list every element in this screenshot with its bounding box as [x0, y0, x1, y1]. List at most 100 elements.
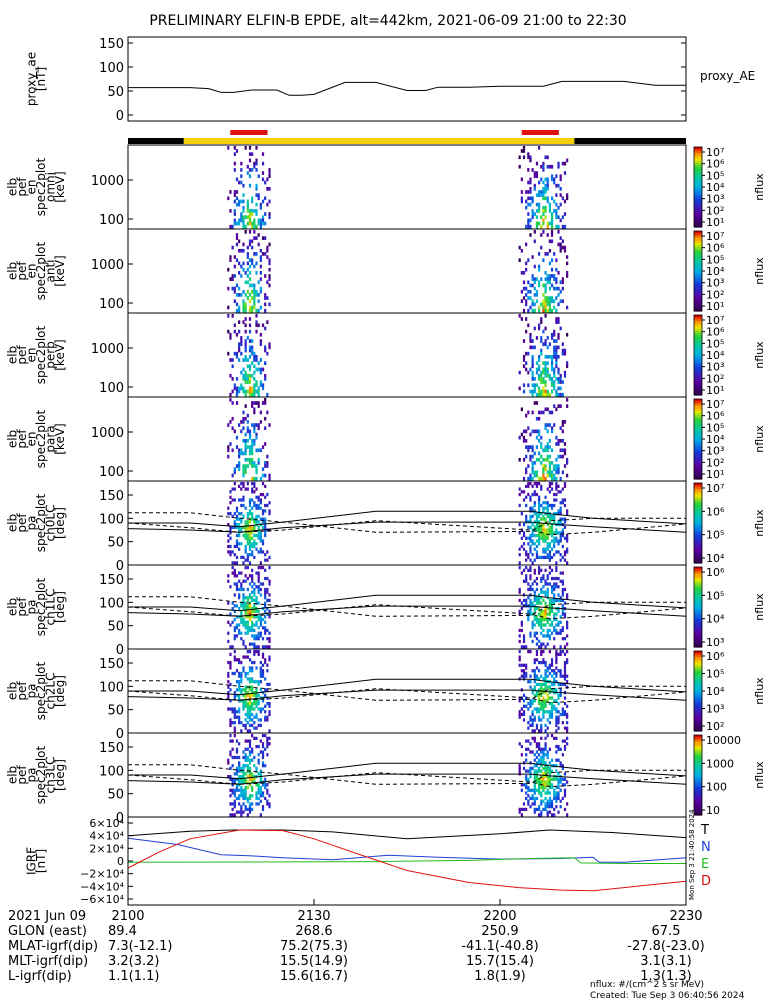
spectrogram-pixel — [248, 696, 252, 700]
spectrogram-pixel — [533, 473, 536, 478]
spectrogram-pixel — [527, 788, 530, 792]
spectrogram-pixel — [542, 799, 545, 803]
spectrogram-pixel — [563, 645, 567, 649]
spectrogram-pixel — [553, 593, 556, 597]
spectrogram-pixel — [555, 531, 558, 535]
spectrogram-pixel — [248, 593, 252, 597]
spectrogram-pixel — [246, 245, 249, 250]
spectrogram-pixel — [238, 579, 241, 583]
spectrogram-pixel — [533, 542, 536, 546]
spectrogram-pixel — [240, 274, 243, 278]
y-axis-label: pa — [24, 684, 38, 699]
spectrogram-pixel — [244, 723, 247, 728]
spectrogram-pixel — [246, 553, 249, 557]
colorbar-segment — [694, 393, 702, 396]
spectrogram-pixel — [257, 361, 260, 365]
spectrogram-pixel — [542, 598, 545, 603]
spectrogram-pixel — [542, 205, 545, 210]
spectrogram-pixel — [557, 370, 560, 375]
spectrogram-pixel — [255, 487, 258, 491]
spectrogram-pixel — [264, 236, 267, 240]
colorbar-segment — [694, 147, 702, 150]
spectrogram-pixel — [555, 576, 558, 581]
spectrogram-pixel — [238, 345, 241, 350]
spectrogram-pixel — [550, 364, 554, 369]
colorbar-segment — [694, 409, 702, 412]
spectrogram-pixel — [266, 669, 269, 673]
spectrogram-pixel — [520, 528, 523, 532]
colorbar-segment — [694, 441, 702, 444]
spectrogram-pixel — [553, 626, 556, 630]
colorbar-segment — [694, 295, 702, 298]
spectrogram-pixel — [538, 531, 541, 535]
spectrogram-pixel — [546, 666, 549, 670]
colorbar-segment — [694, 425, 702, 428]
spectrogram-pixel — [522, 637, 526, 641]
spectrogram-pixel — [266, 351, 269, 356]
spectrogram-pixel — [544, 423, 547, 427]
colorbar-segment — [694, 623, 702, 626]
spectrogram-pixel — [264, 473, 267, 478]
spectrogram-pixel — [229, 512, 232, 516]
spectrogram-pixel — [229, 398, 232, 402]
spectrogram-pixel — [538, 386, 541, 391]
x-tick-label: 2100 — [111, 909, 144, 924]
spectrogram-pixel — [555, 710, 558, 714]
spectrogram-pixel — [535, 780, 539, 784]
colorbar-segment — [694, 417, 702, 420]
colorbar-segment — [694, 385, 702, 388]
colorbar-segment — [694, 427, 702, 430]
spectrogram-pixel — [533, 623, 536, 627]
y-tick-label: 1000 — [91, 258, 124, 273]
spectrogram-pixel — [548, 261, 551, 266]
spectrogram-pixel — [555, 193, 558, 197]
spectrogram-pixel — [531, 766, 534, 771]
colorbar-segment — [694, 527, 702, 530]
spectrogram-pixel — [544, 796, 547, 801]
spectrogram-pixel — [248, 772, 252, 776]
spectrogram-pixel — [550, 528, 554, 532]
spectrogram-pixel — [248, 596, 252, 600]
spectrogram-pixel — [518, 810, 521, 814]
spectrogram-pixel — [525, 566, 528, 570]
spectrogram-pixel — [268, 712, 271, 717]
y-tick-label: 0 — [116, 643, 124, 658]
footer-value: 15.5(14.9) — [280, 954, 348, 969]
spectrogram-pixel — [553, 544, 556, 549]
spectrogram-pixel — [544, 785, 547, 790]
spectrogram-pixel — [535, 550, 539, 554]
spectrogram-pixel — [257, 652, 260, 656]
footer-date: 2021 Jun 09 — [8, 909, 86, 924]
spectrogram-pixel — [527, 258, 530, 263]
spectrogram-pixel — [229, 190, 232, 194]
colorbar-segment — [694, 657, 702, 660]
spectrogram-pixel — [244, 358, 247, 362]
spectrogram-pixel — [540, 642, 543, 646]
spectrogram-pixel — [531, 710, 534, 714]
spectrogram-pixel — [238, 788, 241, 792]
spectrogram-pixel — [233, 286, 236, 291]
spectrogram-pixel — [553, 512, 556, 516]
spectrogram-pixel — [229, 490, 232, 494]
spectrogram-pixel — [540, 164, 543, 169]
spectrogram-pixel — [553, 177, 556, 182]
spectrogram-pixel — [538, 718, 541, 722]
colorbar-segment — [694, 739, 702, 742]
spectrogram-pixel — [559, 693, 562, 697]
spectrogram-pixel — [259, 258, 262, 263]
spectrogram-pixel — [520, 512, 523, 516]
spectrogram-pixel — [527, 202, 530, 207]
spectrogram-pixel — [244, 620, 247, 624]
spectrogram-pixel — [555, 339, 558, 343]
spectrogram-pixel — [563, 701, 567, 706]
spectrogram-pixel — [240, 617, 243, 622]
spectrogram-pixel — [555, 658, 558, 662]
spectrogram-pixel — [259, 788, 262, 792]
spectrogram-pixel — [529, 187, 532, 191]
spectrogram-pixel — [246, 164, 249, 169]
spectrogram-pixel — [555, 680, 558, 684]
spectrogram-pixel — [235, 585, 239, 589]
spectrogram-pixel — [527, 410, 530, 415]
spectrogram-pixel — [257, 761, 260, 765]
spectrogram-pixel — [244, 506, 247, 510]
